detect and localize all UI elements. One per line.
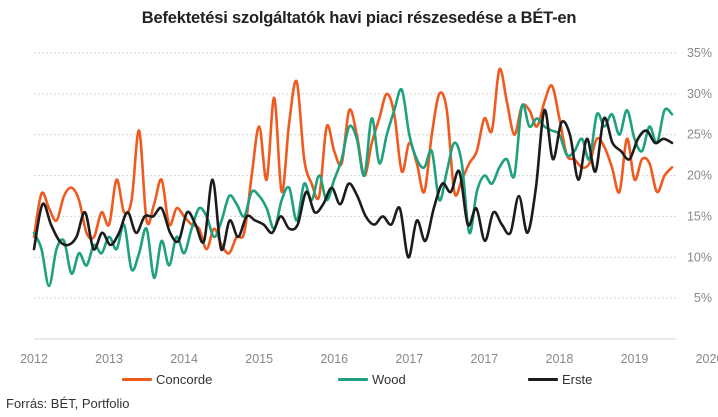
x-tick-label: 2019 [621,352,649,366]
legend-label: Wood [372,372,406,387]
legend-swatch [528,378,558,381]
series-lines [32,67,674,288]
x-tick-label: 2013 [95,352,123,366]
y-tick-label: 35% [687,46,712,60]
x-tick-label: 2020 [696,352,718,366]
legend-label: Concorde [156,372,213,387]
y-tick-label: 30% [687,87,712,101]
y-tick-label: 20% [687,169,712,183]
x-tick-label: 2016 [320,352,348,366]
x-tick-label: 2017 [395,352,423,366]
x-tick-label: 2017 [470,352,498,366]
series-line-concorde [32,67,674,255]
x-tick-label: 2012 [20,352,48,366]
legend-item-erste: Erste [528,372,592,387]
legend-swatch [338,378,368,381]
source-note: Forrás: BÉT, Portfolio [6,396,130,411]
line-chart: 5%10%15%20%25%30%35% 2012 2013 2014 2015 201… [20,46,718,366]
legend-item-concorde: Concorde [122,372,212,387]
y-tick-label: 15% [687,209,712,223]
legend-swatch [122,378,152,381]
legend-label: Erste [562,372,593,387]
series-line-erste [32,108,674,259]
gridlines [34,52,676,340]
chart-title: Befektetési szolgáltatók havi piaci rész… [141,9,577,27]
y-tick-label: 25% [687,128,712,142]
legend: Concorde Wood Erste [0,372,718,390]
y-tick-label: 10% [687,250,712,264]
x-tick-label: 2014 [170,352,198,366]
y-axis-ticks: 5% 10% 15% 20% 25% 30% 35% [687,46,712,305]
x-tick-label: 2018 [546,352,574,366]
x-axis-ticks: 2012 2013 2014 2015 2016 2017 2017 2018 2019 2020 [20,352,718,366]
y-tick-label: 5% [694,291,712,305]
series-line-wood [32,87,674,288]
x-tick-label: 2015 [245,352,273,366]
legend-item-wood: Wood [338,372,406,387]
